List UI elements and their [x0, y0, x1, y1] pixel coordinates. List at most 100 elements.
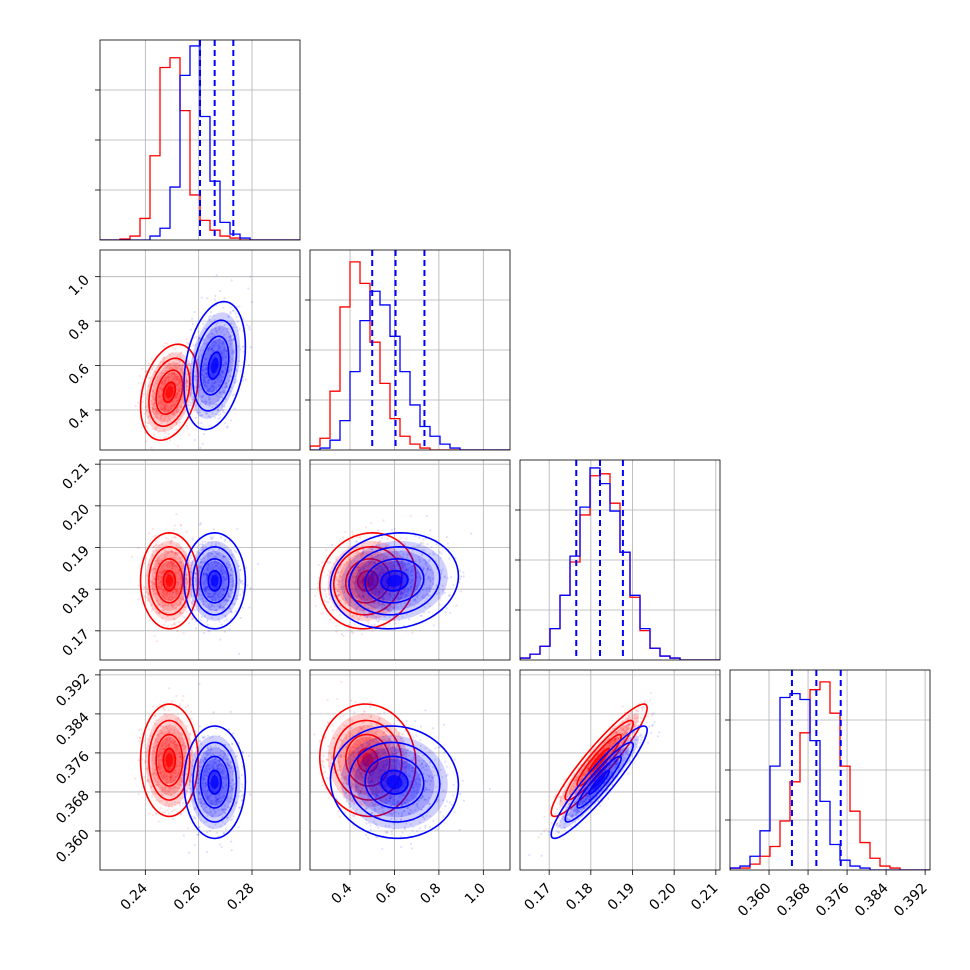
red-point [176, 354, 179, 357]
blue-point [393, 587, 396, 590]
blue-point [373, 580, 376, 583]
blue-point [207, 349, 210, 352]
red-point [154, 559, 157, 563]
red-point [160, 414, 163, 417]
blue-point [215, 609, 218, 612]
red-point [324, 593, 328, 596]
red-point [158, 572, 161, 575]
blue-point [404, 593, 408, 597]
red-point [361, 569, 365, 572]
red-contour-3 [162, 570, 177, 592]
red-point [344, 530, 347, 534]
red-point [154, 592, 157, 595]
red-point [156, 376, 159, 379]
blue-point [213, 571, 216, 574]
blue-point [201, 395, 204, 398]
red-point [371, 629, 374, 632]
red-point [363, 596, 366, 599]
blue-point [454, 557, 457, 560]
red-point [362, 586, 365, 589]
red-point [355, 575, 358, 578]
red-point [370, 623, 373, 627]
red-point [337, 590, 340, 593]
red-point [141, 367, 144, 370]
red-point [164, 403, 167, 406]
blue-point [249, 587, 252, 590]
blue-point [419, 576, 422, 579]
red-point [155, 415, 158, 419]
blue-point [202, 380, 205, 383]
blue-point [366, 565, 369, 568]
blue-point [213, 588, 216, 591]
blue-point [214, 543, 218, 546]
blue-point [218, 391, 221, 395]
red-point [156, 557, 159, 560]
blue-point [194, 385, 197, 388]
blue-point [370, 573, 374, 577]
blue-point [217, 618, 220, 621]
red-point [154, 544, 157, 547]
red-point [390, 567, 393, 571]
red-point [352, 575, 355, 578]
blue-point [201, 365, 204, 368]
blue-point [194, 627, 197, 630]
blue-point [221, 342, 224, 346]
red-point [191, 618, 194, 621]
red-point [174, 395, 178, 398]
blue-point [199, 522, 203, 525]
blue-point [229, 335, 232, 338]
red-point [173, 590, 176, 593]
blue-point [214, 560, 217, 563]
red-point [351, 599, 354, 602]
red-point [395, 555, 399, 558]
red-point [178, 542, 181, 546]
red-point [138, 374, 142, 378]
blue-point [230, 580, 234, 583]
red-point [175, 421, 178, 424]
red-point [179, 384, 182, 387]
red-point [370, 605, 373, 608]
red-point [157, 555, 160, 558]
blue-point [206, 554, 210, 558]
red-point [176, 393, 180, 396]
blue-point [325, 600, 329, 604]
blue-point [373, 561, 376, 564]
red-point [168, 367, 171, 370]
red-point [382, 572, 385, 575]
blue-point [216, 349, 220, 352]
blue-point [410, 568, 413, 571]
red-point [361, 594, 364, 597]
blue-point [361, 601, 364, 604]
blue-point [429, 568, 432, 572]
blue-point [231, 577, 234, 580]
blue-point [206, 347, 210, 351]
red-point [169, 560, 172, 563]
blue-point [222, 364, 225, 367]
red-point [182, 695, 185, 698]
red-point [186, 792, 189, 795]
blue-point [229, 327, 232, 331]
blue-point [219, 638, 222, 641]
red-point [348, 573, 351, 576]
blue-point [408, 588, 411, 591]
blue-point [184, 585, 187, 589]
red-point [190, 578, 193, 581]
blue-point [220, 351, 223, 354]
blue-point [220, 569, 223, 572]
blue-point [221, 386, 224, 389]
blue-point [237, 360, 241, 363]
red-point [177, 378, 180, 381]
density-2-0 [130, 513, 260, 655]
red-point [175, 588, 178, 591]
blue-point [382, 583, 386, 586]
red-point [377, 584, 380, 587]
blue-point [220, 566, 223, 569]
red-point [186, 427, 189, 430]
blue-point [212, 549, 215, 552]
blue-point [200, 395, 203, 398]
red-point [174, 364, 177, 368]
blue-point [223, 619, 226, 623]
blue-point [208, 379, 211, 382]
red-point [392, 571, 395, 575]
red-point [151, 549, 155, 552]
